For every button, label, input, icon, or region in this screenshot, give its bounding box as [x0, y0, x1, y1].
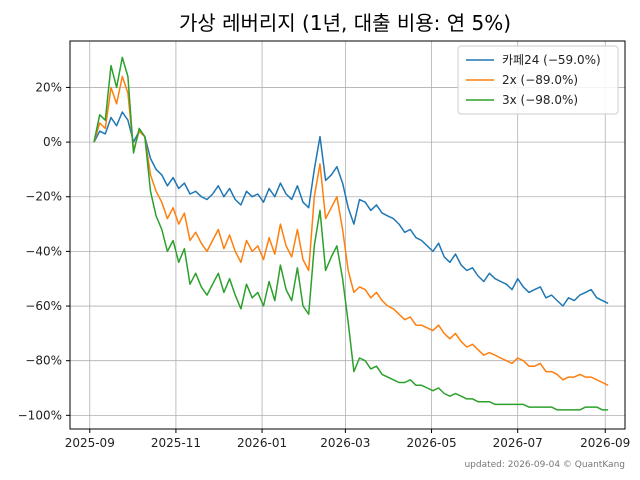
y-tick-label: −80% [25, 354, 62, 368]
legend-label: 2x (−89.0%) [502, 73, 578, 87]
plot-area-frame [69, 40, 626, 430]
y-tick-label: −20% [25, 190, 62, 204]
x-tick-label: 2026-01 [237, 436, 287, 450]
chart-title: 가상 레버리지 (1년, 대출 비용: 연 5%) [179, 11, 511, 35]
series-line-1 [93, 111, 609, 307]
series-line-3 [93, 56, 609, 411]
y-tick-label: 20% [35, 80, 62, 94]
y-axis: 20% 0% −20% −40% −60% −80% −100% [18, 80, 70, 422]
grid-lines [70, 41, 625, 429]
series-line-2 [93, 75, 609, 386]
x-tick-label: 2026-07 [493, 436, 543, 450]
x-tick-label: 2025-11 [151, 436, 201, 450]
legend: 카페24 (−59.0%) 2x (−89.0%) 3x (−98.0%) [457, 45, 619, 115]
y-tick-label: −40% [25, 244, 62, 258]
x-axis: 2025-09 2025-11 2026-01 2026-03 2026-05 2026-… [65, 429, 630, 450]
x-tick-label: 2026-05 [406, 436, 456, 450]
legend-label: 3x (−98.0%) [502, 93, 578, 107]
y-tick-label: −100% [18, 408, 62, 422]
y-tick-label: −60% [25, 299, 62, 313]
legend-label: 카페24 (−59.0%) [502, 53, 601, 67]
x-tick-label: 2026-03 [320, 436, 370, 450]
legend-box [457, 45, 619, 115]
x-tick-label: 2025-09 [65, 436, 115, 450]
footer-credit: updated: 2026-09-04 © QuantKang [464, 460, 625, 470]
x-tick-label: 2026-09 [580, 436, 630, 450]
y-tick-label: 0% [43, 135, 62, 149]
series-lines [93, 56, 609, 411]
